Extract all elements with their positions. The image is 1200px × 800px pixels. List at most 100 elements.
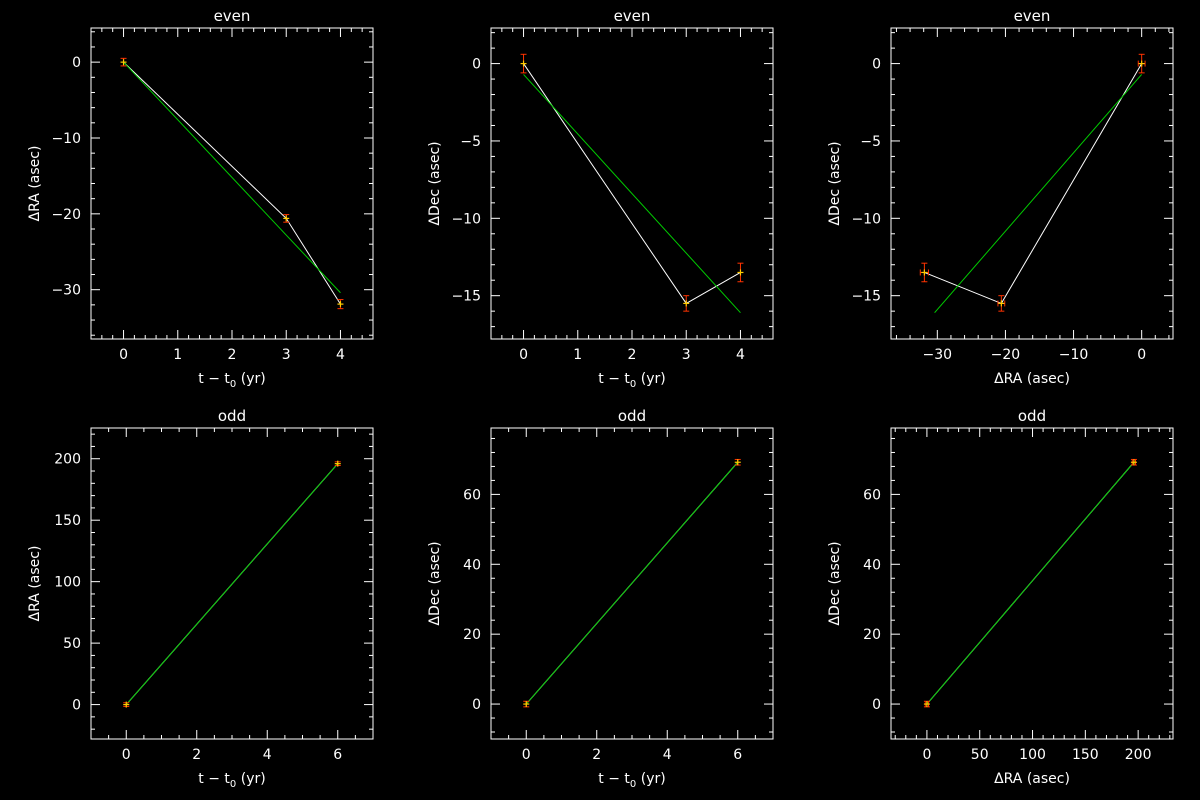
x-tick-label: 50 (971, 747, 989, 763)
y-tick-label: 0 (872, 57, 881, 73)
y-tick-label: 60 (863, 487, 881, 503)
x-tick-label: 2 (228, 347, 237, 363)
fit-line (934, 74, 1143, 314)
y-tick-label: 200 (54, 452, 81, 468)
data-point (923, 700, 930, 708)
plot-frame (490, 27, 774, 340)
x-tick-label: 3 (282, 347, 291, 363)
x-tick-label: −30 (923, 347, 953, 363)
x-tick-label: 6 (733, 747, 742, 763)
x-tick-label: 1 (573, 347, 582, 363)
x-tick-label: 2 (192, 747, 201, 763)
x-tick-label: 4 (663, 747, 672, 763)
y-tick-label: 0 (472, 697, 481, 713)
x-axis-label: ΔRA (asec) (994, 371, 1070, 387)
data-connector-line (123, 61, 341, 305)
x-tick-label: 150 (1072, 747, 1099, 763)
x-tick-label: 0 (922, 747, 931, 763)
plot-frame (890, 27, 1174, 340)
data-point (123, 701, 130, 708)
data-point (337, 299, 344, 310)
data-point (283, 214, 290, 223)
y-tick-label: 20 (863, 627, 881, 643)
x-tick-label: 0 (1137, 347, 1146, 363)
panel-1: even 0 1 2 3 4 0 −10 −20 −30 t − t0 (yr) ΔRA (asec) (27, 7, 374, 390)
x-tick-label: 4 (736, 347, 745, 363)
plot-frame (890, 427, 1174, 740)
data-point (997, 295, 1006, 312)
x-tick-label: 2 (628, 347, 637, 363)
fit-line (525, 461, 739, 705)
x-tick-label: 200 (1125, 747, 1152, 763)
panel-4: odd 0 2 4 6 0 50 100 150 200 t − t0 (yr) ΔRA (asec) (27, 407, 374, 790)
panel-title: even (614, 7, 651, 25)
y-tick-label: −20 (51, 207, 81, 223)
y-tick-label: −15 (451, 289, 481, 305)
y-tick-label: 40 (463, 557, 481, 573)
data-point (737, 262, 744, 283)
y-tick-label: 0 (72, 55, 81, 71)
x-tick-label: 0 (519, 347, 528, 363)
data-point (683, 295, 690, 312)
y-axis-label: ΔDec (asec) (427, 541, 443, 625)
data-point (520, 53, 527, 74)
x-tick-label: 0 (119, 347, 128, 363)
data-point (919, 262, 929, 283)
y-tick-label: −15 (851, 289, 881, 305)
x-tick-label: 0 (522, 747, 531, 763)
panel-6: odd 0 50 100 150 200 0 20 40 60 ΔRA (asec) ΔDec (as… (827, 407, 1174, 787)
fit-line (123, 61, 341, 294)
y-axis-label: ΔDec (asec) (427, 141, 443, 225)
data-point (1130, 458, 1137, 466)
panel-title: odd (1018, 407, 1046, 425)
panel-2: even 0 1 2 3 4 0 −5 −10 −15 t − t0 (yr) ΔDec (asec) (427, 7, 774, 390)
y-tick-label: 150 (54, 513, 81, 529)
x-tick-label: −20 (991, 347, 1021, 363)
panel-title: odd (218, 407, 246, 425)
panel-title: even (1014, 7, 1051, 25)
x-tick-label: 4 (336, 347, 345, 363)
y-tick-label: 50 (63, 636, 81, 652)
x-axis-label: ΔRA (asec) (994, 771, 1070, 787)
x-tick-label: −10 (1059, 347, 1089, 363)
x-tick-label: 6 (333, 747, 342, 763)
y-tick-label: −10 (851, 211, 881, 227)
y-axis-label: ΔRA (asec) (27, 146, 43, 222)
data-point (334, 460, 341, 467)
y-tick-label: −5 (460, 134, 481, 150)
data-connector-line (924, 63, 1143, 305)
x-axis-label: t − t0 (yr) (198, 771, 265, 790)
y-tick-label: −5 (860, 134, 881, 150)
y-tick-label: 100 (54, 575, 81, 591)
plot-frame (90, 27, 374, 340)
y-tick-label: 40 (863, 557, 881, 573)
panel-title: even (214, 7, 251, 25)
fit-line (523, 74, 741, 314)
x-axis-label: t − t0 (yr) (598, 371, 665, 390)
fit-line (926, 461, 1135, 705)
y-tick-label: −10 (451, 211, 481, 227)
data-point (120, 57, 127, 67)
data-connector-line (523, 63, 741, 305)
x-tick-label: 3 (682, 347, 691, 363)
data-point (734, 458, 741, 466)
y-tick-label: −10 (51, 131, 81, 147)
y-axis-label: ΔDec (asec) (827, 541, 843, 625)
y-tick-label: 0 (72, 698, 81, 714)
x-axis-label: t − t0 (yr) (198, 371, 265, 390)
y-tick-label: −30 (51, 283, 81, 299)
fit-line (125, 463, 339, 705)
x-tick-label: 1 (173, 347, 182, 363)
x-axis-label: t − t0 (yr) (598, 771, 665, 790)
data-point (1137, 53, 1146, 74)
x-tick-label: 4 (263, 747, 272, 763)
y-tick-label: 20 (463, 627, 481, 643)
y-axis-label: ΔRA (asec) (27, 546, 43, 622)
y-axis-label: ΔDec (asec) (827, 141, 843, 225)
x-tick-label: 100 (1019, 747, 1046, 763)
panel-3: even −30 −20 −10 0 0 −5 −10 −15 ΔRA (asec) ΔDec (a… (827, 7, 1174, 387)
y-tick-label: 60 (463, 487, 481, 503)
y-tick-label: 0 (872, 697, 881, 713)
